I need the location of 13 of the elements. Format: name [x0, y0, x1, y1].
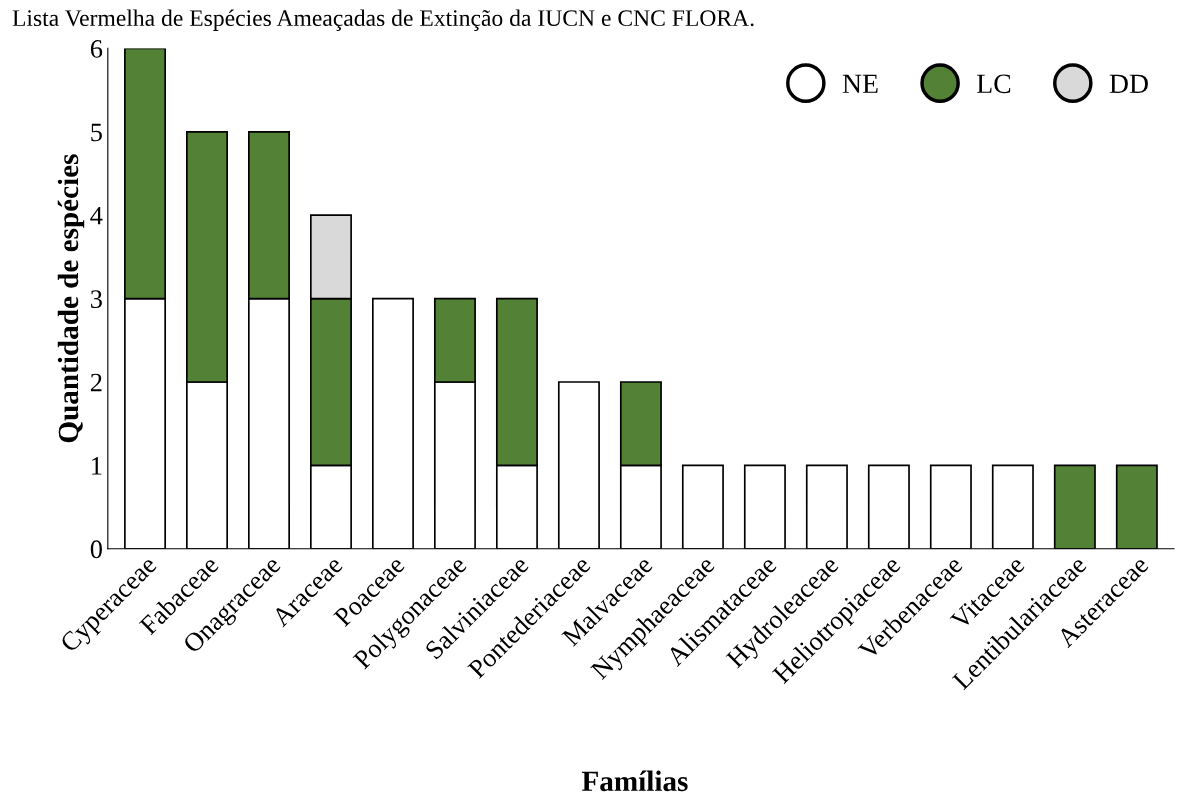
- x-axis-title: Famílias: [581, 770, 688, 792]
- y-tick-label: 6: [90, 40, 103, 58]
- y-tick-label: 2: [90, 373, 102, 392]
- chart-title: Lista Vermelha de Espécies Ameaçadas de Extinção da IUCN e CNC FLORA.: [12, 9, 754, 31]
- y-tick-label: 0: [90, 540, 102, 559]
- y-tick-label: 1: [92, 457, 102, 475]
- legend-label: LC: [977, 74, 1011, 94]
- y-tick-label: 4: [90, 206, 103, 225]
- y-tick-label: 3: [91, 290, 102, 309]
- legend-label: NE: [842, 74, 878, 93]
- y-tick-label: 5: [91, 123, 102, 142]
- y-axis-title: Quantidade de espécies: [57, 154, 85, 443]
- legend-label: DD: [1109, 74, 1148, 93]
